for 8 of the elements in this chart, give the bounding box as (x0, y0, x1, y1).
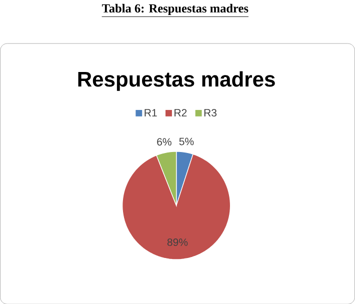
data-label: 5% (179, 138, 194, 146)
data-label: 6% (157, 138, 172, 146)
data-label: 89% (167, 238, 188, 246)
legend-label: R1 (144, 108, 157, 116)
text: Tabla 6: Respuestas madres (102, 4, 248, 15)
legend-label: R2 (174, 108, 187, 116)
legend-label: R3 (204, 108, 217, 116)
chart-title: Respuestas madres (78, 71, 275, 91)
